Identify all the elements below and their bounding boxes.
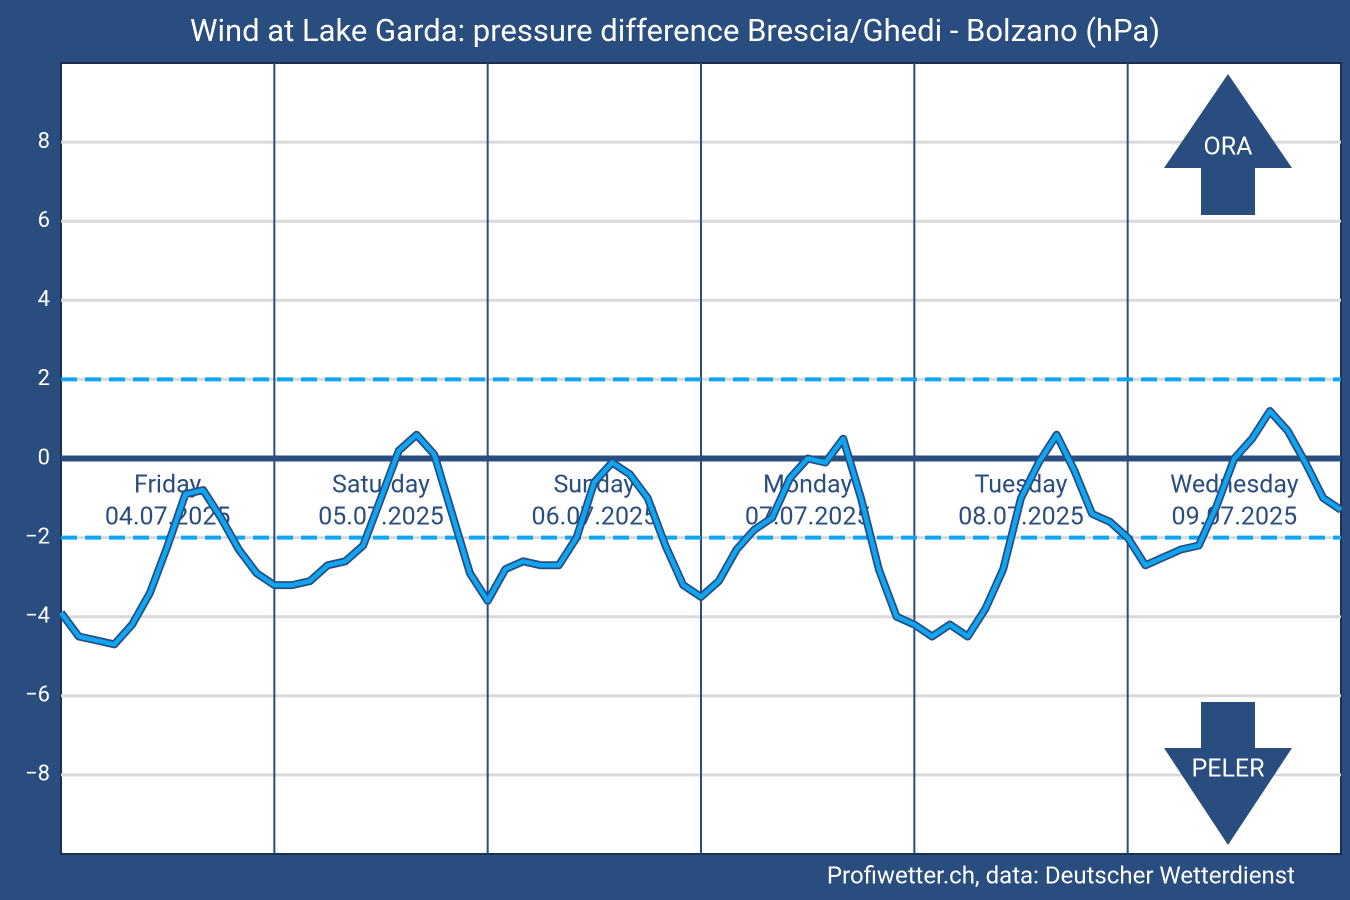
y-tick-label: −2	[25, 524, 50, 549]
up-arrow	[1164, 74, 1292, 215]
source: Profiwetter.ch, data: Deutscher Wetterdi…	[827, 861, 1295, 889]
y-tick-label: 2	[38, 366, 50, 391]
day-date: 06.07.2025	[532, 503, 658, 532]
y-tick-label: −6	[25, 683, 50, 708]
day-name: Monday	[763, 471, 852, 500]
data-line	[59, 408, 1343, 647]
up-label: ORA	[1204, 133, 1253, 162]
y-tick-label: −4	[25, 604, 50, 629]
y-tick-label: 6	[38, 208, 50, 233]
down-arrow	[1164, 702, 1292, 845]
y-tick-label: −8	[25, 762, 50, 787]
day-date: 04.07.2025	[105, 503, 231, 532]
y-tick-label: 8	[38, 129, 50, 154]
down-label: PELER	[1191, 755, 1264, 784]
y-tick-label: 4	[38, 287, 50, 312]
day-date: 09.07.2025	[1172, 503, 1298, 532]
marks: Friday04.07.2025Saturday05.07.2025Sunday…	[57, 377, 1344, 649]
y-tick-label: 0	[38, 445, 50, 470]
chart-title: Wind at Lake Garda: pressure difference …	[190, 12, 1160, 49]
day-name: Wednesday	[1170, 471, 1299, 500]
